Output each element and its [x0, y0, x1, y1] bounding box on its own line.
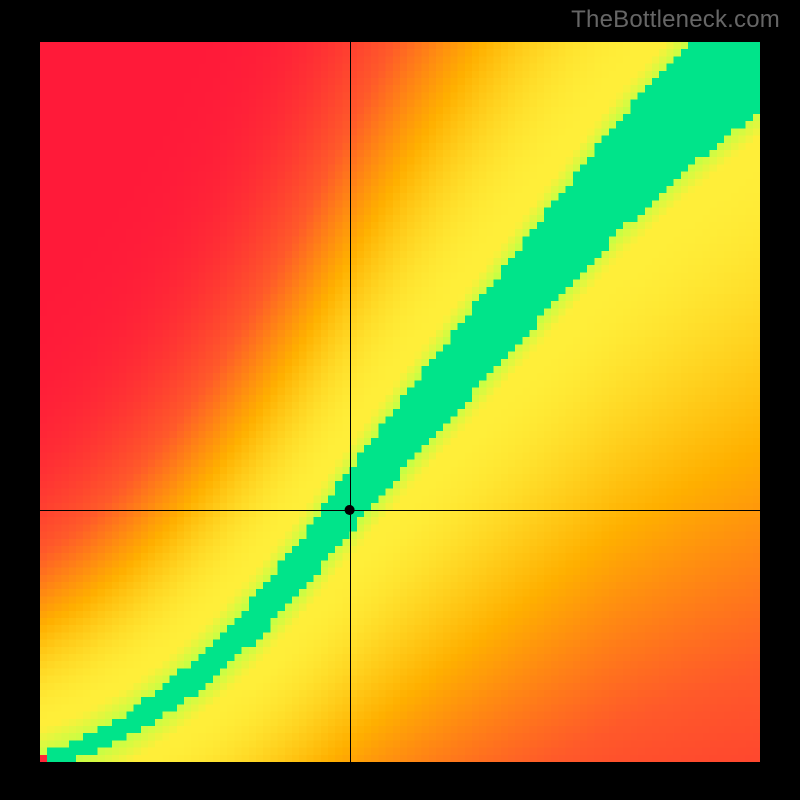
watermark-text: TheBottleneck.com: [571, 6, 780, 34]
crosshair-overlay: [40, 42, 760, 762]
chart-container: TheBottleneck.com: [0, 0, 800, 800]
